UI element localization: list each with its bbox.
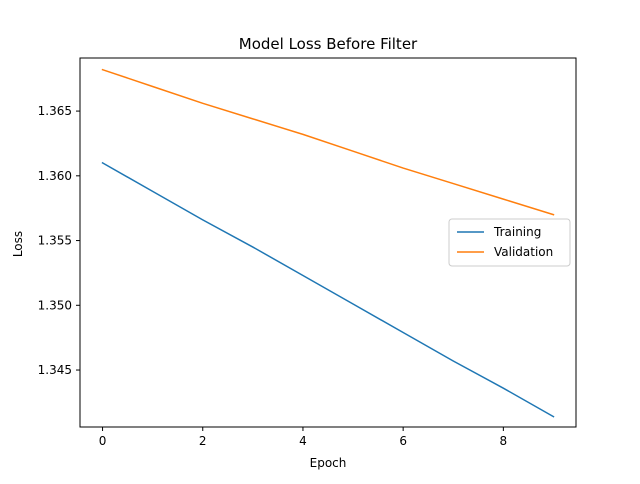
y-tick-label-2: 1.355 bbox=[38, 234, 72, 248]
legend: Training Validation bbox=[448, 218, 571, 267]
series-line-validation bbox=[101, 68, 555, 216]
series-line-training bbox=[101, 161, 555, 418]
y-tick-label-1: 1.350 bbox=[38, 298, 72, 312]
axes: 0 2 4 6 8 1.345 1.350 1.355 1.360 1.365 bbox=[38, 57, 577, 448]
data-point-training-1 bbox=[151, 190, 153, 192]
data-point-training-6 bbox=[402, 331, 404, 333]
x-tick-label-4: 8 bbox=[500, 434, 508, 448]
legend-box bbox=[448, 218, 571, 267]
data-point-validation-0 bbox=[101, 68, 103, 70]
legend-label-training: Training bbox=[493, 225, 541, 239]
data-point-validation-2 bbox=[202, 102, 204, 104]
data-point-training-2 bbox=[202, 219, 204, 221]
data-point-training-4 bbox=[302, 274, 304, 276]
y-tick-label-4: 1.365 bbox=[38, 104, 72, 118]
x-tick-label-0: 0 bbox=[99, 434, 107, 448]
data-point-training-3 bbox=[252, 246, 254, 248]
y-axis-label: Loss bbox=[11, 231, 25, 257]
plot-frame bbox=[79, 57, 577, 428]
data-point-validation-8 bbox=[502, 198, 504, 200]
data-point-training-9 bbox=[552, 415, 554, 417]
data-point-validation-3 bbox=[252, 118, 254, 120]
data-point-training-0 bbox=[101, 162, 103, 164]
y-tick-label-3: 1.360 bbox=[38, 169, 72, 183]
data-point-validation-6 bbox=[402, 167, 404, 169]
data-point-training-5 bbox=[352, 303, 354, 305]
data-point-training-8 bbox=[502, 387, 504, 389]
x-tick-label-2: 4 bbox=[299, 434, 307, 448]
data-point-validation-9 bbox=[552, 213, 554, 215]
x-axis-label: Epoch bbox=[310, 456, 347, 470]
legend-label-validation: Validation bbox=[494, 245, 553, 259]
x-tick-label-1: 2 bbox=[199, 434, 207, 448]
plot-area bbox=[101, 68, 555, 418]
x-tick-label-3: 6 bbox=[399, 434, 407, 448]
data-point-validation-7 bbox=[452, 182, 454, 184]
chart-title: Model Loss Before Filter bbox=[239, 35, 418, 53]
data-point-validation-5 bbox=[352, 150, 354, 152]
data-point-validation-4 bbox=[302, 133, 304, 135]
data-point-validation-1 bbox=[151, 85, 153, 87]
y-tick-label-0: 1.345 bbox=[38, 363, 72, 377]
data-point-training-7 bbox=[452, 360, 454, 362]
